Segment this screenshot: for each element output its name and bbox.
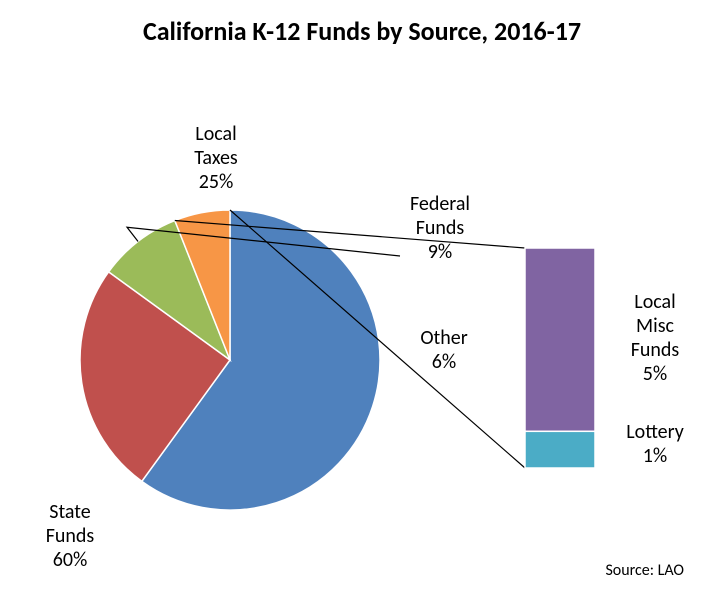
label-local-taxes: Local Taxes 25% (156, 122, 276, 194)
label-state-funds: State Funds 60% (10, 500, 130, 572)
bar-segment-lottery (525, 431, 595, 468)
chart-root: California K-12 Funds by Source, 2016-17… (0, 0, 724, 610)
label-federal-funds: Federal Funds 9% (380, 192, 500, 264)
source-text: Source: LAO (605, 561, 684, 580)
bar-segment-local-misc (525, 248, 595, 431)
label-local-misc: Local Misc Funds 5% (600, 290, 710, 386)
label-other: Other 6% (394, 326, 494, 374)
label-lottery: Lottery 1% (600, 420, 710, 468)
